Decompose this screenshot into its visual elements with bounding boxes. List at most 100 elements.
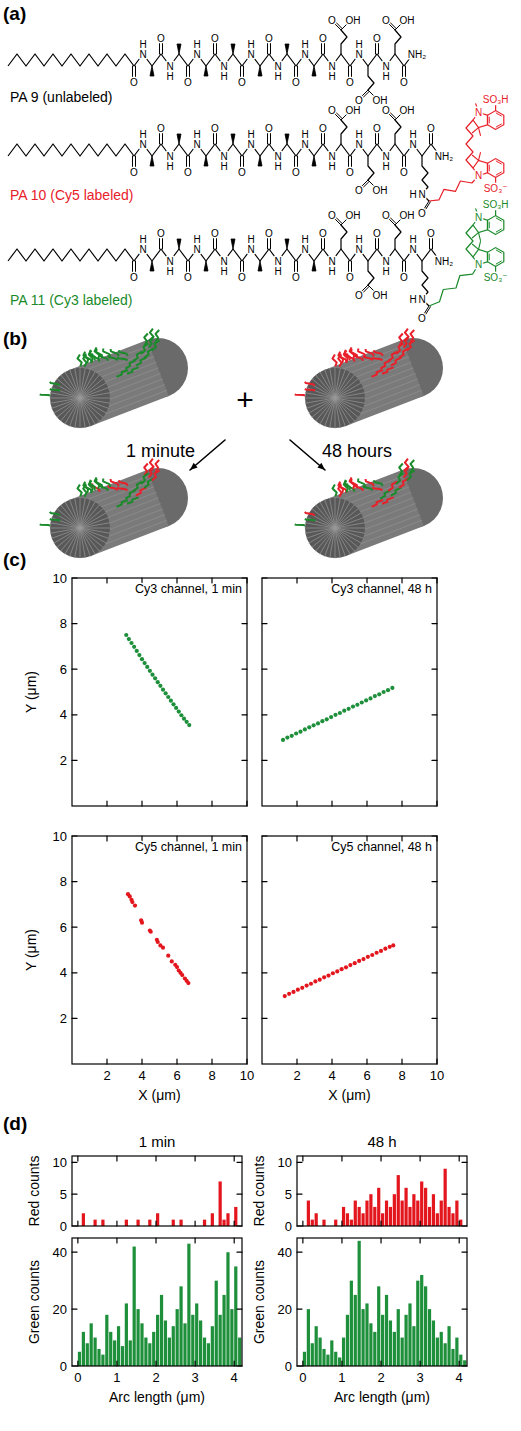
fiber-radial	[335, 502, 350, 528]
bar	[404, 1188, 407, 1226]
atom: OH	[373, 290, 388, 301]
bar	[440, 1201, 443, 1226]
y-tick-label: 2	[60, 753, 67, 768]
panel-title: Cy3 channel, 48 h	[331, 582, 432, 596]
bar	[226, 1213, 229, 1226]
panel-title: Cy5 channel, 1 min	[135, 840, 242, 854]
side-chain	[368, 156, 374, 180]
atom: O	[427, 228, 435, 239]
atom: O	[211, 123, 219, 134]
ring-bond	[489, 222, 490, 228]
fiber-radial	[320, 528, 335, 554]
ring	[488, 216, 504, 235]
peptide-tag	[407, 340, 415, 350]
fiber-radial	[80, 398, 106, 413]
bar	[451, 1213, 454, 1226]
atom: H	[247, 234, 254, 245]
x-tick	[341, 1156, 342, 1161]
marks	[126, 892, 191, 985]
x-tick	[195, 1221, 196, 1226]
x-tick-label: 8	[208, 1068, 215, 1083]
bar	[447, 1207, 450, 1226]
fiber-radial	[80, 509, 103, 528]
fiber-radial	[65, 528, 80, 554]
bar	[315, 1326, 318, 1366]
methyl	[177, 239, 181, 249]
y-tick-label: 5	[285, 1187, 292, 1202]
double-bond	[270, 237, 271, 249]
bar	[365, 1303, 368, 1366]
bar	[234, 1266, 237, 1366]
point	[357, 959, 361, 963]
point	[351, 704, 355, 708]
bar	[365, 1201, 368, 1226]
fiber-radial	[335, 398, 345, 426]
peptide-tag	[103, 479, 110, 488]
fiber-radial	[52, 528, 80, 538]
double-bond	[159, 132, 160, 144]
point	[177, 710, 181, 714]
sulfonate-bond	[495, 266, 496, 271]
bar	[412, 1326, 415, 1366]
atom: SO₃⁻	[484, 183, 508, 194]
bar	[401, 1201, 404, 1226]
bar	[436, 1338, 439, 1366]
x-axis-title: Arc length (μm)	[334, 1389, 430, 1405]
methyl	[150, 66, 154, 76]
point	[124, 633, 128, 637]
fiber-radial	[80, 528, 85, 558]
peptide-tag	[373, 487, 383, 490]
peptide-tag	[344, 351, 348, 363]
bar	[105, 1315, 108, 1366]
methyl	[285, 239, 289, 249]
atom: H	[193, 39, 200, 50]
x-tick	[211, 801, 212, 806]
x-tick-label: 8	[398, 1068, 405, 1083]
marks	[303, 1241, 466, 1366]
frame	[262, 578, 437, 806]
double-bond	[159, 42, 160, 54]
double-bond	[324, 132, 325, 144]
fiber-radial	[305, 528, 335, 529]
x-tick	[106, 836, 107, 841]
peptide-tag	[305, 519, 315, 521]
point	[353, 961, 357, 965]
bar	[187, 1244, 190, 1366]
peptide-tag	[78, 485, 82, 497]
point	[368, 696, 372, 700]
atom: N	[418, 189, 425, 200]
point	[156, 680, 160, 684]
atom: O	[382, 105, 390, 116]
bar	[160, 1295, 163, 1366]
panel-letter: (b)	[3, 328, 27, 349]
y-tick-label: 10	[53, 571, 67, 586]
point	[281, 738, 285, 742]
fiber-radial	[80, 528, 106, 543]
double-bond	[335, 112, 342, 119]
y-tick-label: 10	[53, 1155, 67, 1170]
bar	[354, 1201, 357, 1226]
fiber-radial	[80, 528, 99, 551]
y-tick	[72, 760, 77, 761]
methyl	[258, 66, 262, 76]
bar	[361, 1213, 364, 1226]
bar	[226, 1252, 229, 1366]
ring-bond	[496, 113, 501, 116]
peptide-tag	[338, 355, 341, 367]
bar	[311, 1343, 314, 1366]
peptide-tag	[111, 479, 119, 486]
atom: O	[382, 210, 390, 221]
structure-bonds	[8, 22, 413, 99]
fiber-radial	[335, 528, 336, 558]
y-tick	[237, 1252, 242, 1253]
fiber-radial	[307, 528, 335, 538]
atom: O	[355, 290, 363, 301]
y-tick	[432, 1018, 437, 1019]
fiber-radial	[80, 523, 110, 528]
fiber-radial	[335, 398, 336, 428]
peptide-tag	[118, 487, 128, 490]
x-tick-label: 10	[240, 1068, 254, 1083]
methyl	[312, 261, 316, 271]
methyl	[258, 156, 262, 166]
fiber	[40, 329, 188, 428]
